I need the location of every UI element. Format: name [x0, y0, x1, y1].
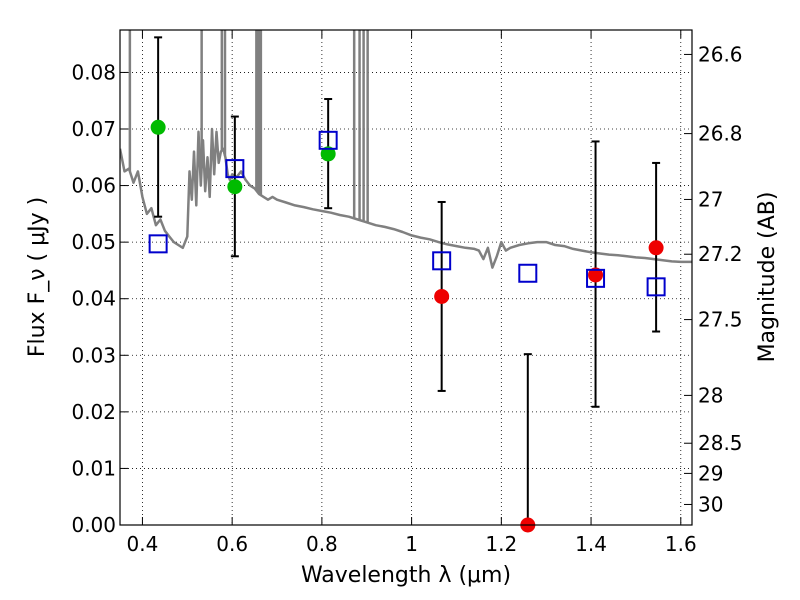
observed-flux-marker: [648, 240, 664, 256]
x-axis-label: Wavelength λ (μm): [301, 563, 511, 588]
template-flux-marker: [225, 159, 245, 179]
x-tick-label: 0.6: [216, 532, 248, 556]
y-tick-label: 0.05: [71, 230, 116, 254]
error-bars: [154, 36, 661, 526]
magnitude-tick-label: 28.5: [698, 431, 743, 455]
model-spectrum-line: [120, 127, 692, 269]
magnitude-axis-label: Magnitude (AB): [755, 192, 780, 363]
y-tick-label: 0.07: [71, 117, 116, 141]
observed-flux-marker: [227, 179, 243, 195]
y-tick-label: 0.03: [71, 343, 116, 367]
magnitude-tick-label: 27.5: [698, 308, 743, 332]
magnitude-tick-label: 27: [698, 187, 723, 211]
y-tick-label: 0.08: [71, 60, 116, 84]
x-tick-label: 1: [405, 532, 418, 556]
axis-ticks: [120, 30, 692, 526]
template-flux-marker: [432, 251, 452, 271]
magnitude-tick-label: 27.2: [698, 242, 743, 266]
data-markers: [148, 119, 666, 533]
observed-flux-marker: [434, 288, 450, 304]
tick-labels: 0.4 0.6 0.8 1 1.2 1.4 1.6 0.00 0.01 0.02 0.03 0.04 0…: [71, 42, 742, 556]
y-tick-label: 0.06: [71, 174, 116, 198]
y-tick-label: 0.04: [71, 287, 116, 311]
y-axis-label: Flux F_ν ( μJy ): [25, 197, 50, 357]
template-flux-marker: [518, 263, 538, 283]
x-tick-label: 1.2: [485, 532, 517, 556]
observed-flux-marker: [150, 119, 166, 135]
magnitude-tick-label: 28: [698, 383, 723, 407]
template-flux-marker: [148, 234, 168, 254]
model-spectrum: [120, 30, 692, 269]
plot-frame: [119, 29, 693, 526]
observed-flux-marker: [320, 146, 336, 162]
magnitude-tick-label: 26.8: [698, 122, 743, 146]
y-tick-label: 0.00: [71, 513, 116, 537]
x-tick-label: 1.6: [665, 532, 697, 556]
template-flux-marker: [318, 130, 338, 150]
template-flux-marker: [646, 277, 666, 297]
magnitude-tick-label: 29: [698, 461, 723, 485]
x-tick-label: 1.4: [575, 532, 607, 556]
grid: [120, 30, 692, 525]
y-tick-label: 0.01: [71, 456, 116, 480]
template-flux-marker: [586, 268, 606, 288]
x-tick-label: 0.4: [127, 532, 159, 556]
observed-flux-marker: [588, 267, 604, 283]
magnitude-tick-label: 26.6: [698, 42, 743, 66]
magnitude-tick-label: 30: [698, 492, 723, 516]
x-tick-label: 0.8: [306, 532, 338, 556]
y-tick-label: 0.02: [71, 400, 116, 424]
